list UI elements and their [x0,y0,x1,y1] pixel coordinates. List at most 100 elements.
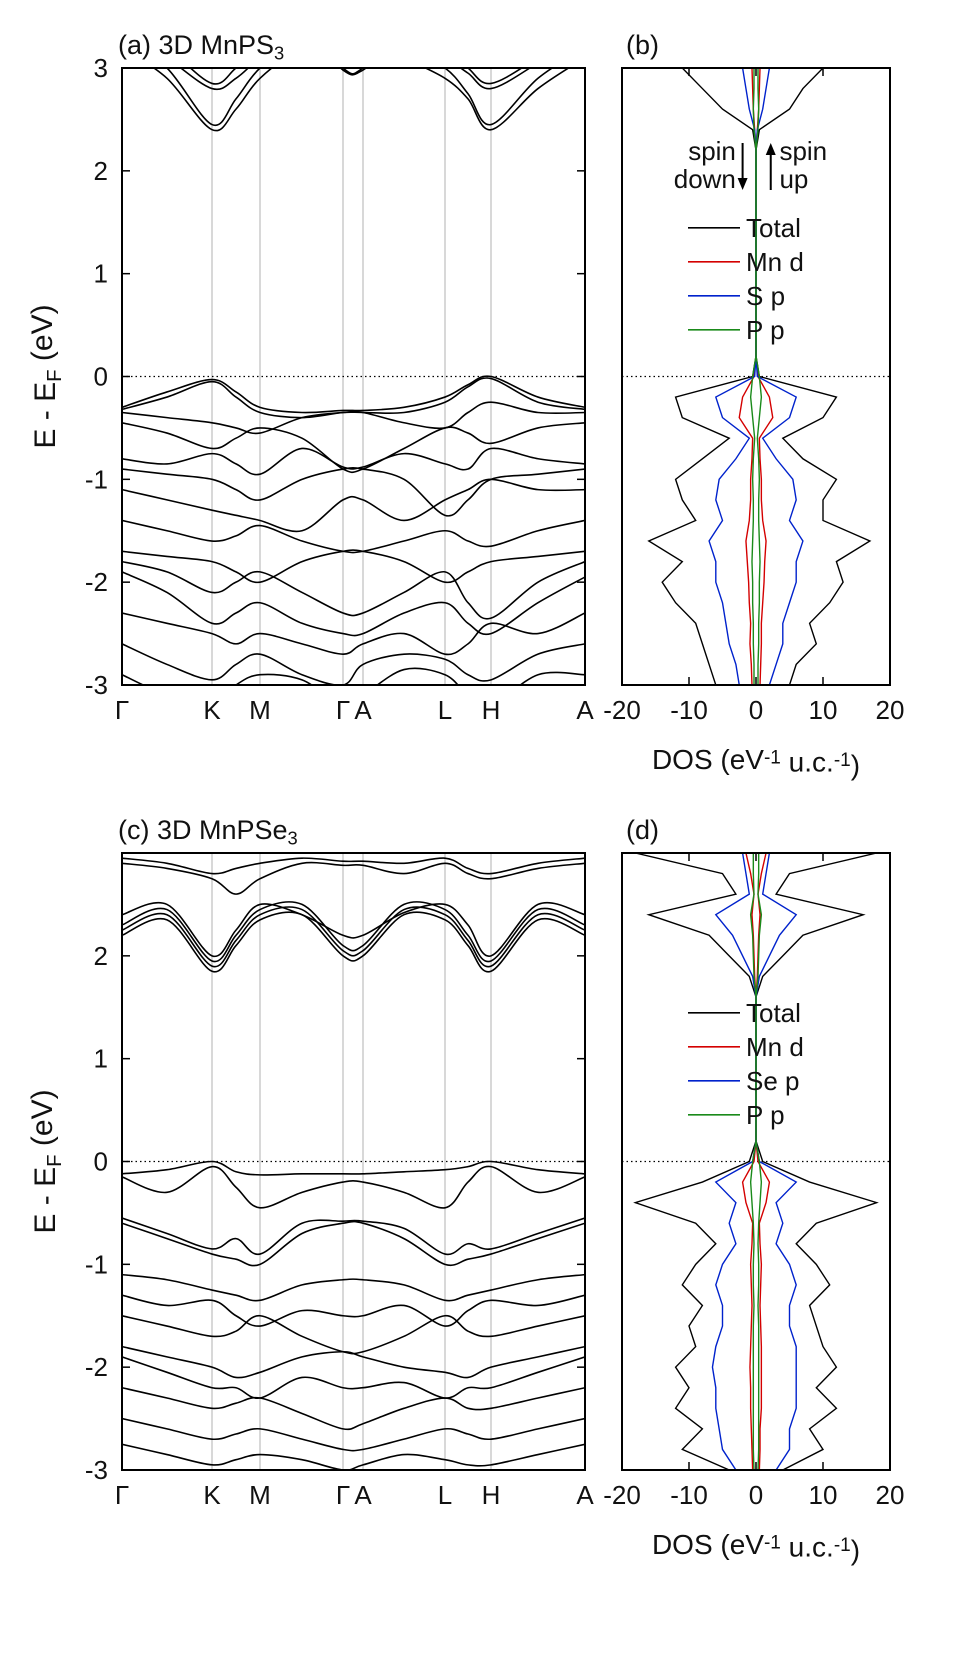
frame [121,67,586,686]
y-axis-label-run: (eV) [26,304,59,369]
band-line [122,906,585,968]
x-axis-label-run: DOS (eV [652,1529,764,1560]
legend-label: P p [746,315,785,345]
chart-title-run: 3 [274,43,284,64]
x-tick-label: -20 [603,1480,641,1510]
y-tick-label: -2 [85,567,108,597]
x-tick-label: -20 [603,695,641,725]
x-tick-label: L [438,695,452,725]
legend-label: Total [746,998,801,1028]
band-line [122,401,585,435]
legend-label: S p [746,281,785,311]
legend-label: P p [746,1100,785,1130]
band-line [122,1314,585,1355]
x-tick-label: 0 [749,1480,763,1510]
x-tick-label: -10 [670,695,708,725]
x-tick-label: M [249,695,271,725]
y-axis-label-run: (eV) [26,1089,59,1154]
band-line [122,447,585,476]
band-line [122,1386,585,1431]
band-line [122,1345,585,1379]
legend-label: Total [746,213,801,243]
y-tick-label: 1 [94,1044,108,1074]
x-tick-label: H [482,1480,501,1510]
chart-title-run: (c) 3D MnPSe [118,815,288,845]
y-axis-label-run: F [44,369,66,381]
band-line [165,68,554,127]
band-line [122,612,585,656]
x-tick-label: K [203,695,221,725]
dos-line [755,853,763,1470]
x-axis-label-run: -1 [764,1532,781,1553]
y-axis-label-run: E - E [29,382,62,449]
x-axis-label-run: -1 [834,750,851,771]
x-tick-label: K [203,1480,221,1510]
x-tick-label: Γ [115,695,129,725]
y-tick-label: -1 [85,464,108,494]
band-line [122,571,585,637]
frame [621,67,891,686]
chart-title-run: (a) 3D MnPS [118,30,274,60]
x-tick-label: L [438,1480,452,1510]
x-tick-label: 20 [876,1480,905,1510]
chart-title: (a) 3D MnPS3 [118,30,284,64]
band-line [122,1220,585,1267]
x-tick-label: Γ [336,695,350,725]
band-line [122,560,585,620]
x-tick-label: A [354,1480,372,1510]
x-axis-label-run: -1 [764,747,781,768]
y-tick-label: 0 [94,362,108,392]
band-line [122,902,585,958]
dos-line [749,853,757,1470]
band-line [122,1443,585,1470]
chart-title: (b) [626,30,659,60]
chart-title-run: (d) [626,815,659,845]
band-line [122,1165,585,1209]
frame [121,852,586,1471]
chart-title-run: 3 [288,828,298,849]
legend-label: Mn d [746,1032,804,1062]
x-tick-label: 10 [809,1480,838,1510]
band-line [122,911,585,973]
arrow-head [765,143,776,155]
y-axis-label: E - EF (eV) [26,1089,66,1233]
y-axis-label: E - EF (eV) [26,304,66,448]
band-line [122,519,585,554]
dos-line [633,853,757,1470]
band-line [122,857,585,875]
chart-title-run: (b) [626,30,659,60]
band-line [122,1273,585,1302]
band-line [122,901,585,963]
dos-line [755,853,879,1470]
band-line [122,421,585,474]
band-line [189,68,524,85]
chart-title: (d) [626,815,659,845]
x-tick-label: -10 [670,1480,708,1510]
y-tick-label: -1 [85,1249,108,1279]
x-axis-label-run: ) [851,1534,860,1565]
legend-label: Mn d [746,247,804,277]
y-tick-label: -3 [85,670,108,700]
y-tick-label: 2 [94,156,108,186]
x-tick-label: H [482,695,501,725]
y-tick-label: -2 [85,1352,108,1382]
x-tick-label: A [576,695,594,725]
band-line [122,466,585,517]
annotation: up [779,164,808,194]
annotation: down [674,164,736,194]
chart-title: (c) 3D MnPSe3 [118,815,298,849]
x-tick-label: M [249,1480,271,1510]
y-tick-label: -3 [85,1455,108,1485]
annotation: spin [779,136,827,166]
x-axis-label-run: u.c. [781,1532,834,1563]
annotation: spin [688,136,736,166]
band-line [122,643,585,685]
band-line [152,68,571,132]
band-line [122,478,585,533]
band-line [122,1417,585,1452]
y-axis-label-run: F [44,1154,66,1166]
y-tick-label: 3 [94,53,108,83]
y-tick-label: 1 [94,259,108,289]
band-line [179,68,532,91]
